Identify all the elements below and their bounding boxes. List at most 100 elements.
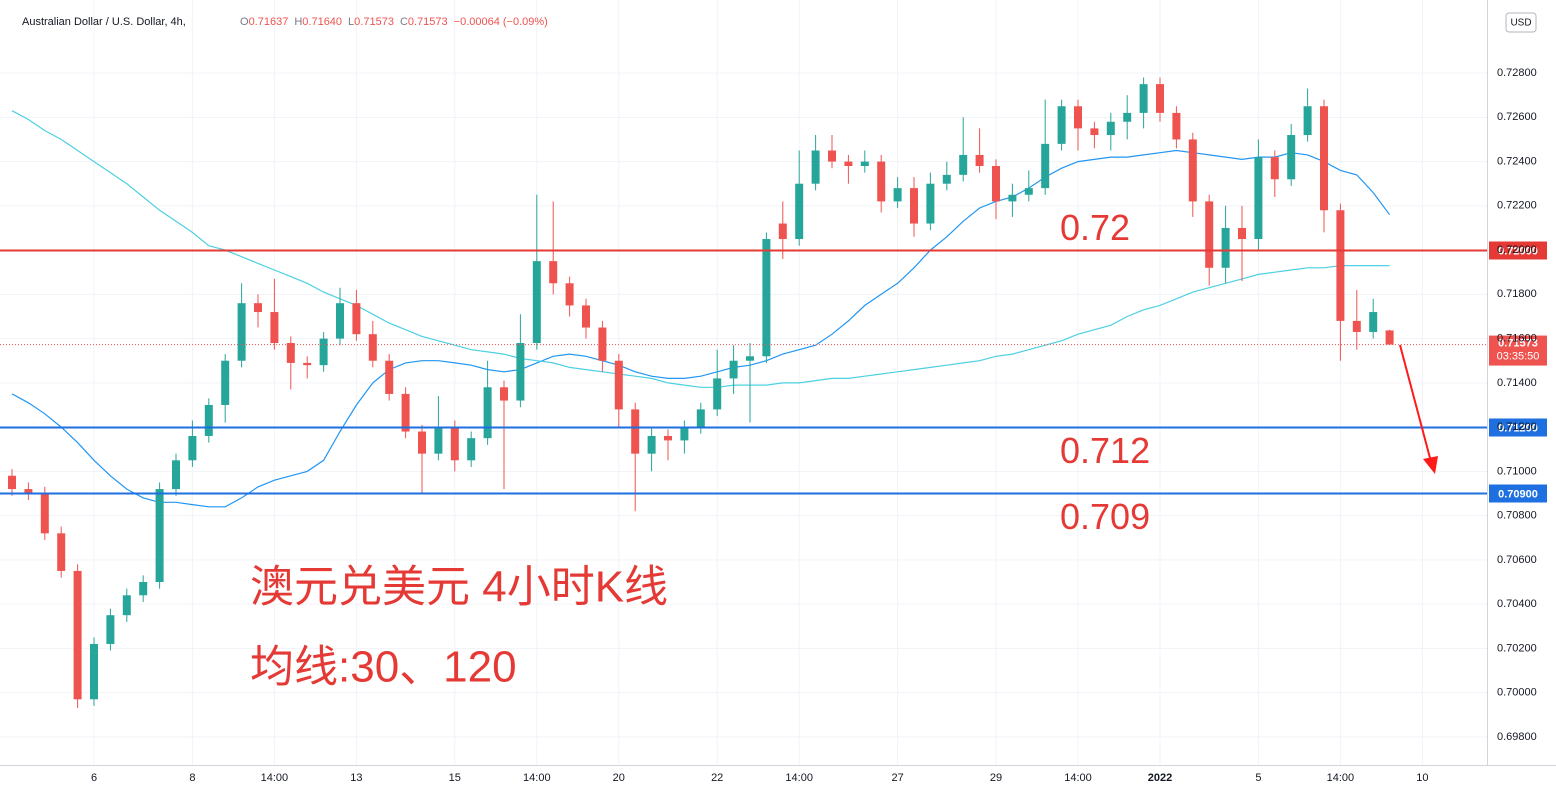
candle-body [286, 343, 295, 363]
y-tick-label: 0.71400 [1497, 377, 1537, 389]
candle-body [40, 493, 49, 534]
candle-body [893, 188, 902, 202]
candle-body [352, 303, 361, 335]
candle-body [844, 161, 853, 167]
overlay: 0.72000 0.72 0.71200 0.712 0.70900 0.709 0.715… [0, 207, 1547, 537]
candle-body [1188, 139, 1197, 202]
level-tag [1489, 484, 1547, 503]
candle-body [1057, 106, 1066, 144]
candle-body [336, 303, 344, 339]
x-tick-label: 6 [91, 772, 97, 784]
ohlc-value: 0.71573 [354, 16, 394, 28]
x-tick-label: 14:00 [523, 772, 551, 784]
level-tag-label: 0.70900 [1498, 488, 1538, 500]
candle-body [975, 154, 984, 167]
y-tick-label: 0.70200 [1497, 642, 1537, 654]
x-tick-label: 10 [1416, 772, 1428, 784]
y-tick-label: 0.72000 [1497, 244, 1537, 256]
candle-body [746, 356, 754, 361]
x-tick-label: 2022 [1148, 772, 1172, 784]
candle-body [450, 427, 459, 461]
candle-body [204, 404, 213, 436]
y-tick-label: 0.69800 [1497, 731, 1537, 743]
x-tick-label: 15 [449, 772, 461, 784]
candle-body [877, 161, 886, 202]
candle-body [1369, 312, 1378, 332]
candle-body [254, 303, 262, 313]
candle-body [270, 312, 279, 344]
candle-body [762, 239, 771, 357]
ohlc-key: L [348, 16, 354, 28]
x-tick-label: 20 [613, 772, 625, 784]
y-tick-label: 0.71600 [1497, 333, 1537, 345]
candle-body [1254, 157, 1263, 240]
candle-body [401, 393, 410, 432]
ohlc-value: 0.71640 [302, 16, 342, 28]
x-tick-label: 13 [350, 772, 362, 784]
candle-body [992, 166, 1000, 202]
y-tick-label: 0.72600 [1497, 111, 1537, 123]
candle-body [122, 595, 131, 616]
x-tick-label: 14:00 [785, 772, 813, 784]
level-tag-label: 0.71200 [1498, 422, 1538, 434]
x-tick-label: 14:00 [1064, 772, 1092, 784]
currency-box[interactable] [1505, 12, 1537, 33]
x-tick-label: 14:00 [261, 772, 289, 784]
candle-body [828, 150, 836, 162]
candle-body [57, 533, 66, 571]
moving-average [11, 110, 1390, 388]
candle-body [385, 360, 394, 394]
candle-body [729, 360, 738, 379]
candle-body [1205, 201, 1214, 268]
candle-body [549, 261, 558, 284]
candle-body [565, 283, 574, 306]
annotation: 澳元兑美元 4小时K线 [250, 563, 668, 612]
candle-body [1008, 194, 1017, 202]
currency[interactable]: USD [1510, 18, 1531, 29]
y-tick-label: 0.70400 [1497, 598, 1537, 610]
countdown: 03:35:50 [1497, 350, 1540, 362]
arrow-head [1423, 456, 1438, 474]
candle-body [483, 387, 492, 439]
candle-body [1352, 320, 1361, 332]
y-tick-label: 0.70000 [1497, 687, 1537, 699]
ohlc-key: O [240, 16, 249, 28]
moving-average [11, 149, 1391, 508]
candle-body [664, 435, 672, 441]
candle-body [942, 174, 951, 184]
candle-body [1336, 210, 1345, 321]
candle-body [1221, 227, 1230, 268]
x-tick-label: 22 [711, 772, 723, 784]
level-note: 0.72 [1060, 207, 1130, 248]
change: −0.00064 (−0.09%) [454, 16, 548, 28]
candle-body [139, 582, 148, 596]
candle-body [614, 360, 623, 410]
y-tick-label: 0.71000 [1497, 465, 1537, 477]
candle-body [1320, 106, 1328, 211]
candle-body [680, 427, 689, 441]
candle-body [1303, 106, 1312, 136]
candle-body [1139, 84, 1148, 113]
ohlc-key: H [294, 16, 302, 28]
candle-body [1287, 135, 1296, 180]
candle-body [926, 183, 935, 224]
candle-body [1024, 188, 1033, 195]
candle-body [1041, 143, 1050, 189]
ohlc-key: C [400, 16, 408, 28]
candle-body [959, 154, 968, 175]
candle-body [90, 643, 98, 700]
candle-body [582, 305, 590, 328]
candle-body [860, 161, 869, 167]
x-tick-label: 27 [891, 772, 903, 784]
candle-body [172, 460, 180, 490]
x-tick-label: 14:00 [1327, 772, 1355, 784]
y-tick-label: 0.72400 [1497, 155, 1537, 167]
level-tag-label: 0.72000 [1498, 245, 1538, 257]
candle-body [910, 188, 918, 224]
candle-body [1123, 112, 1132, 122]
level-tag [1489, 241, 1547, 260]
candle-body [155, 489, 164, 583]
arrow-shaft [1399, 344, 1431, 459]
candle-body [795, 183, 804, 240]
candle-body [221, 360, 230, 405]
